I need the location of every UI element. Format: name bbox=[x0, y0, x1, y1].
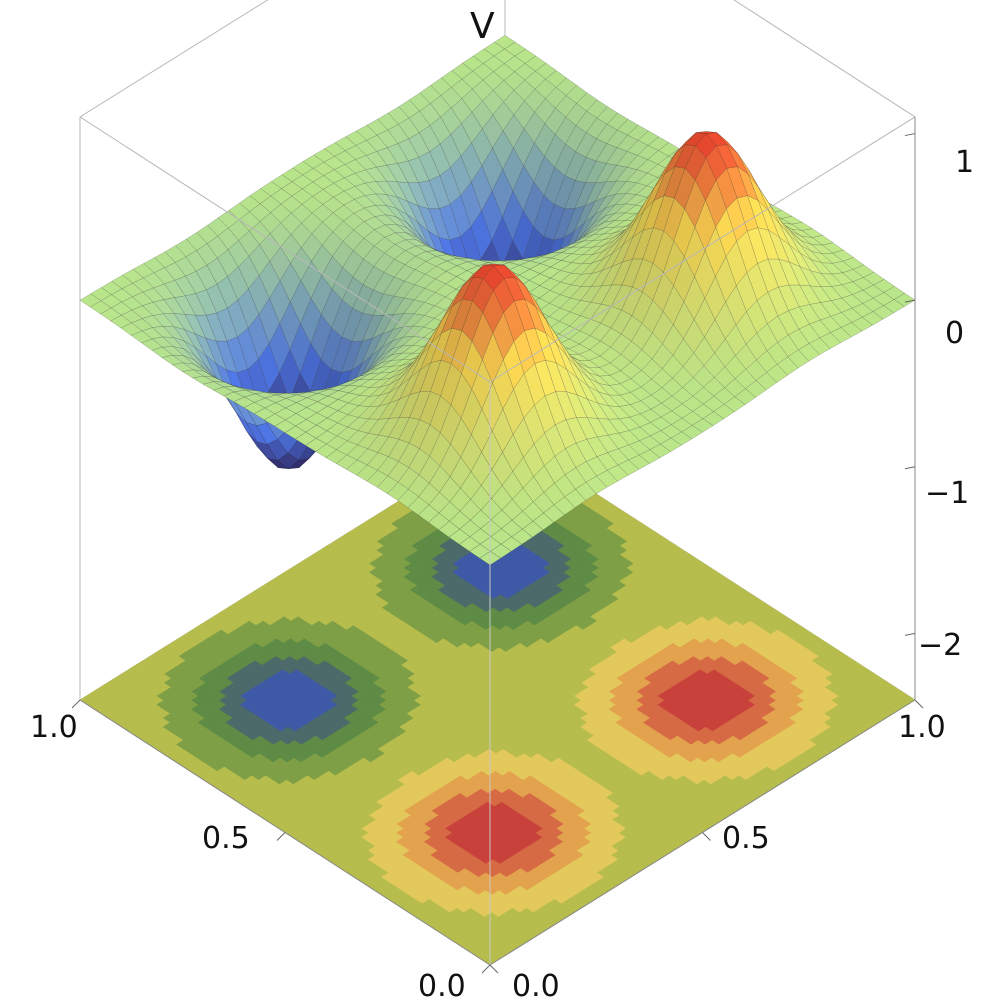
contour-floor bbox=[79, 434, 916, 966]
surface-mesh bbox=[79, 35, 916, 566]
box-edge-top-left bbox=[79, 0, 269, 118]
box-edge-top-right bbox=[733, 0, 916, 118]
